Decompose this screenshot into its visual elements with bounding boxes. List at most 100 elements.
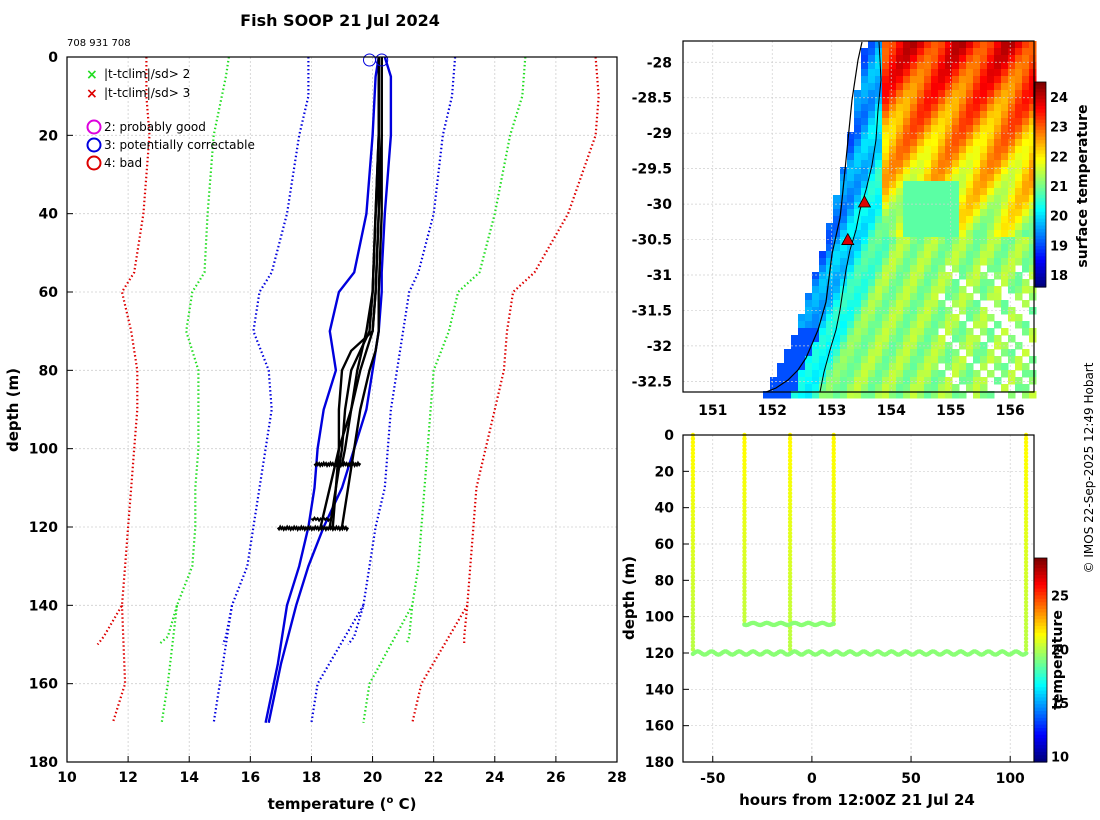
sst-cell (924, 90, 932, 98)
sst-cell (917, 69, 925, 77)
sst-cell (917, 111, 925, 119)
sst-cell (973, 62, 981, 70)
sst-cell (1015, 167, 1023, 175)
sst-colorbar-swatch (1035, 256, 1046, 261)
sst-cell (861, 279, 869, 287)
sst-cell (910, 223, 918, 231)
sst-cell (1029, 146, 1037, 154)
sst-cell (868, 216, 876, 224)
sst-cell (889, 83, 897, 91)
sst-cell (805, 314, 813, 322)
sst-cell (938, 391, 946, 399)
sst-cell (973, 230, 981, 238)
sst-cell (931, 342, 939, 350)
sst-cell (833, 216, 841, 224)
map-y-tick-label: -29.5 (632, 162, 672, 178)
sst-cell (994, 139, 1002, 147)
sst-cell (1001, 118, 1009, 126)
sst-cell (1022, 125, 1030, 133)
sst-cell (1001, 167, 1009, 175)
sst-cell (1008, 111, 1016, 119)
temperature-colorbar-swatch (1034, 666, 1047, 671)
sst-cell (840, 188, 848, 196)
sst-colorbar-swatch (1035, 99, 1046, 104)
climatology-green-right-deep (362, 604, 414, 723)
sst-cell (798, 321, 806, 329)
sst-cell (938, 307, 946, 315)
sst-cell (889, 237, 897, 245)
sst-cell (1015, 181, 1023, 189)
sst-colorbar-swatch (1035, 276, 1046, 281)
sst-cell (868, 286, 876, 294)
sst-cell (1022, 181, 1030, 189)
sst-cell (973, 97, 981, 105)
sst-cell (882, 293, 890, 301)
sst-cell (994, 104, 1002, 112)
sst-cell (1008, 90, 1016, 98)
sst-cell (973, 349, 981, 357)
sst-cell (931, 76, 939, 84)
sst-cell (994, 153, 1002, 161)
sst-colorbar-swatch (1035, 116, 1046, 121)
time-depth-point (831, 592, 836, 598)
sst-cell (938, 76, 946, 84)
sst-cell (959, 104, 967, 112)
sst-cell (903, 139, 911, 147)
sst-cell (896, 174, 904, 182)
sst-cell (994, 335, 1002, 343)
sst-cell (861, 216, 869, 224)
sst-cell (854, 286, 862, 294)
time-depth-point (831, 498, 836, 503)
time-depth-point (787, 469, 793, 474)
sst-cell (994, 251, 1002, 259)
sst-cell (882, 300, 890, 308)
sst-cell (924, 314, 932, 322)
sst-cell (1022, 384, 1030, 392)
sst-cell (931, 160, 939, 168)
temperature-colorbar-swatch (1034, 561, 1047, 566)
sst-cell (952, 195, 960, 203)
sst-cell (980, 279, 988, 287)
sst-colorbar-swatch (1035, 252, 1046, 257)
sst-cell (896, 279, 904, 287)
sst-cell (868, 48, 876, 56)
sst-cell (889, 181, 897, 189)
time-depth-point (690, 632, 696, 638)
sst-cell (980, 62, 988, 70)
sst-cell (840, 293, 848, 301)
sst-cell (952, 230, 960, 238)
sst-cell (924, 62, 932, 70)
sst-cell (938, 279, 946, 287)
sst-cell (980, 384, 988, 392)
sst-cell (1015, 55, 1023, 63)
sst-cell (1029, 174, 1037, 182)
sst-cell (861, 111, 869, 119)
sst-cell (973, 321, 981, 329)
time-depth-point (690, 556, 696, 561)
sst-cell (1008, 356, 1016, 364)
time-depth-point (742, 556, 747, 561)
sst-cell (994, 97, 1002, 105)
sst-cell (903, 356, 911, 364)
time-depth-point (690, 581, 696, 587)
sst-cell (973, 377, 981, 385)
sst-cell (994, 146, 1002, 154)
temperature-colorbar-swatch (1034, 585, 1047, 590)
sst-cell (1001, 251, 1009, 259)
sst-cell (903, 391, 911, 399)
sst-cell (910, 146, 918, 154)
sst-cell (1001, 125, 1009, 133)
sst-cell (840, 349, 848, 357)
sst-cell (959, 62, 967, 70)
sst-cell (952, 146, 960, 154)
sst-cell (868, 279, 876, 287)
sst-cell (840, 286, 848, 294)
track-points (841, 195, 872, 245)
sst-cell (854, 132, 862, 140)
sst-colorbar-swatch (1035, 263, 1046, 268)
sst-cell (938, 209, 946, 217)
sst-cell (1015, 62, 1023, 70)
profile-axes-box (66, 56, 618, 763)
time-depth-point (787, 501, 793, 507)
